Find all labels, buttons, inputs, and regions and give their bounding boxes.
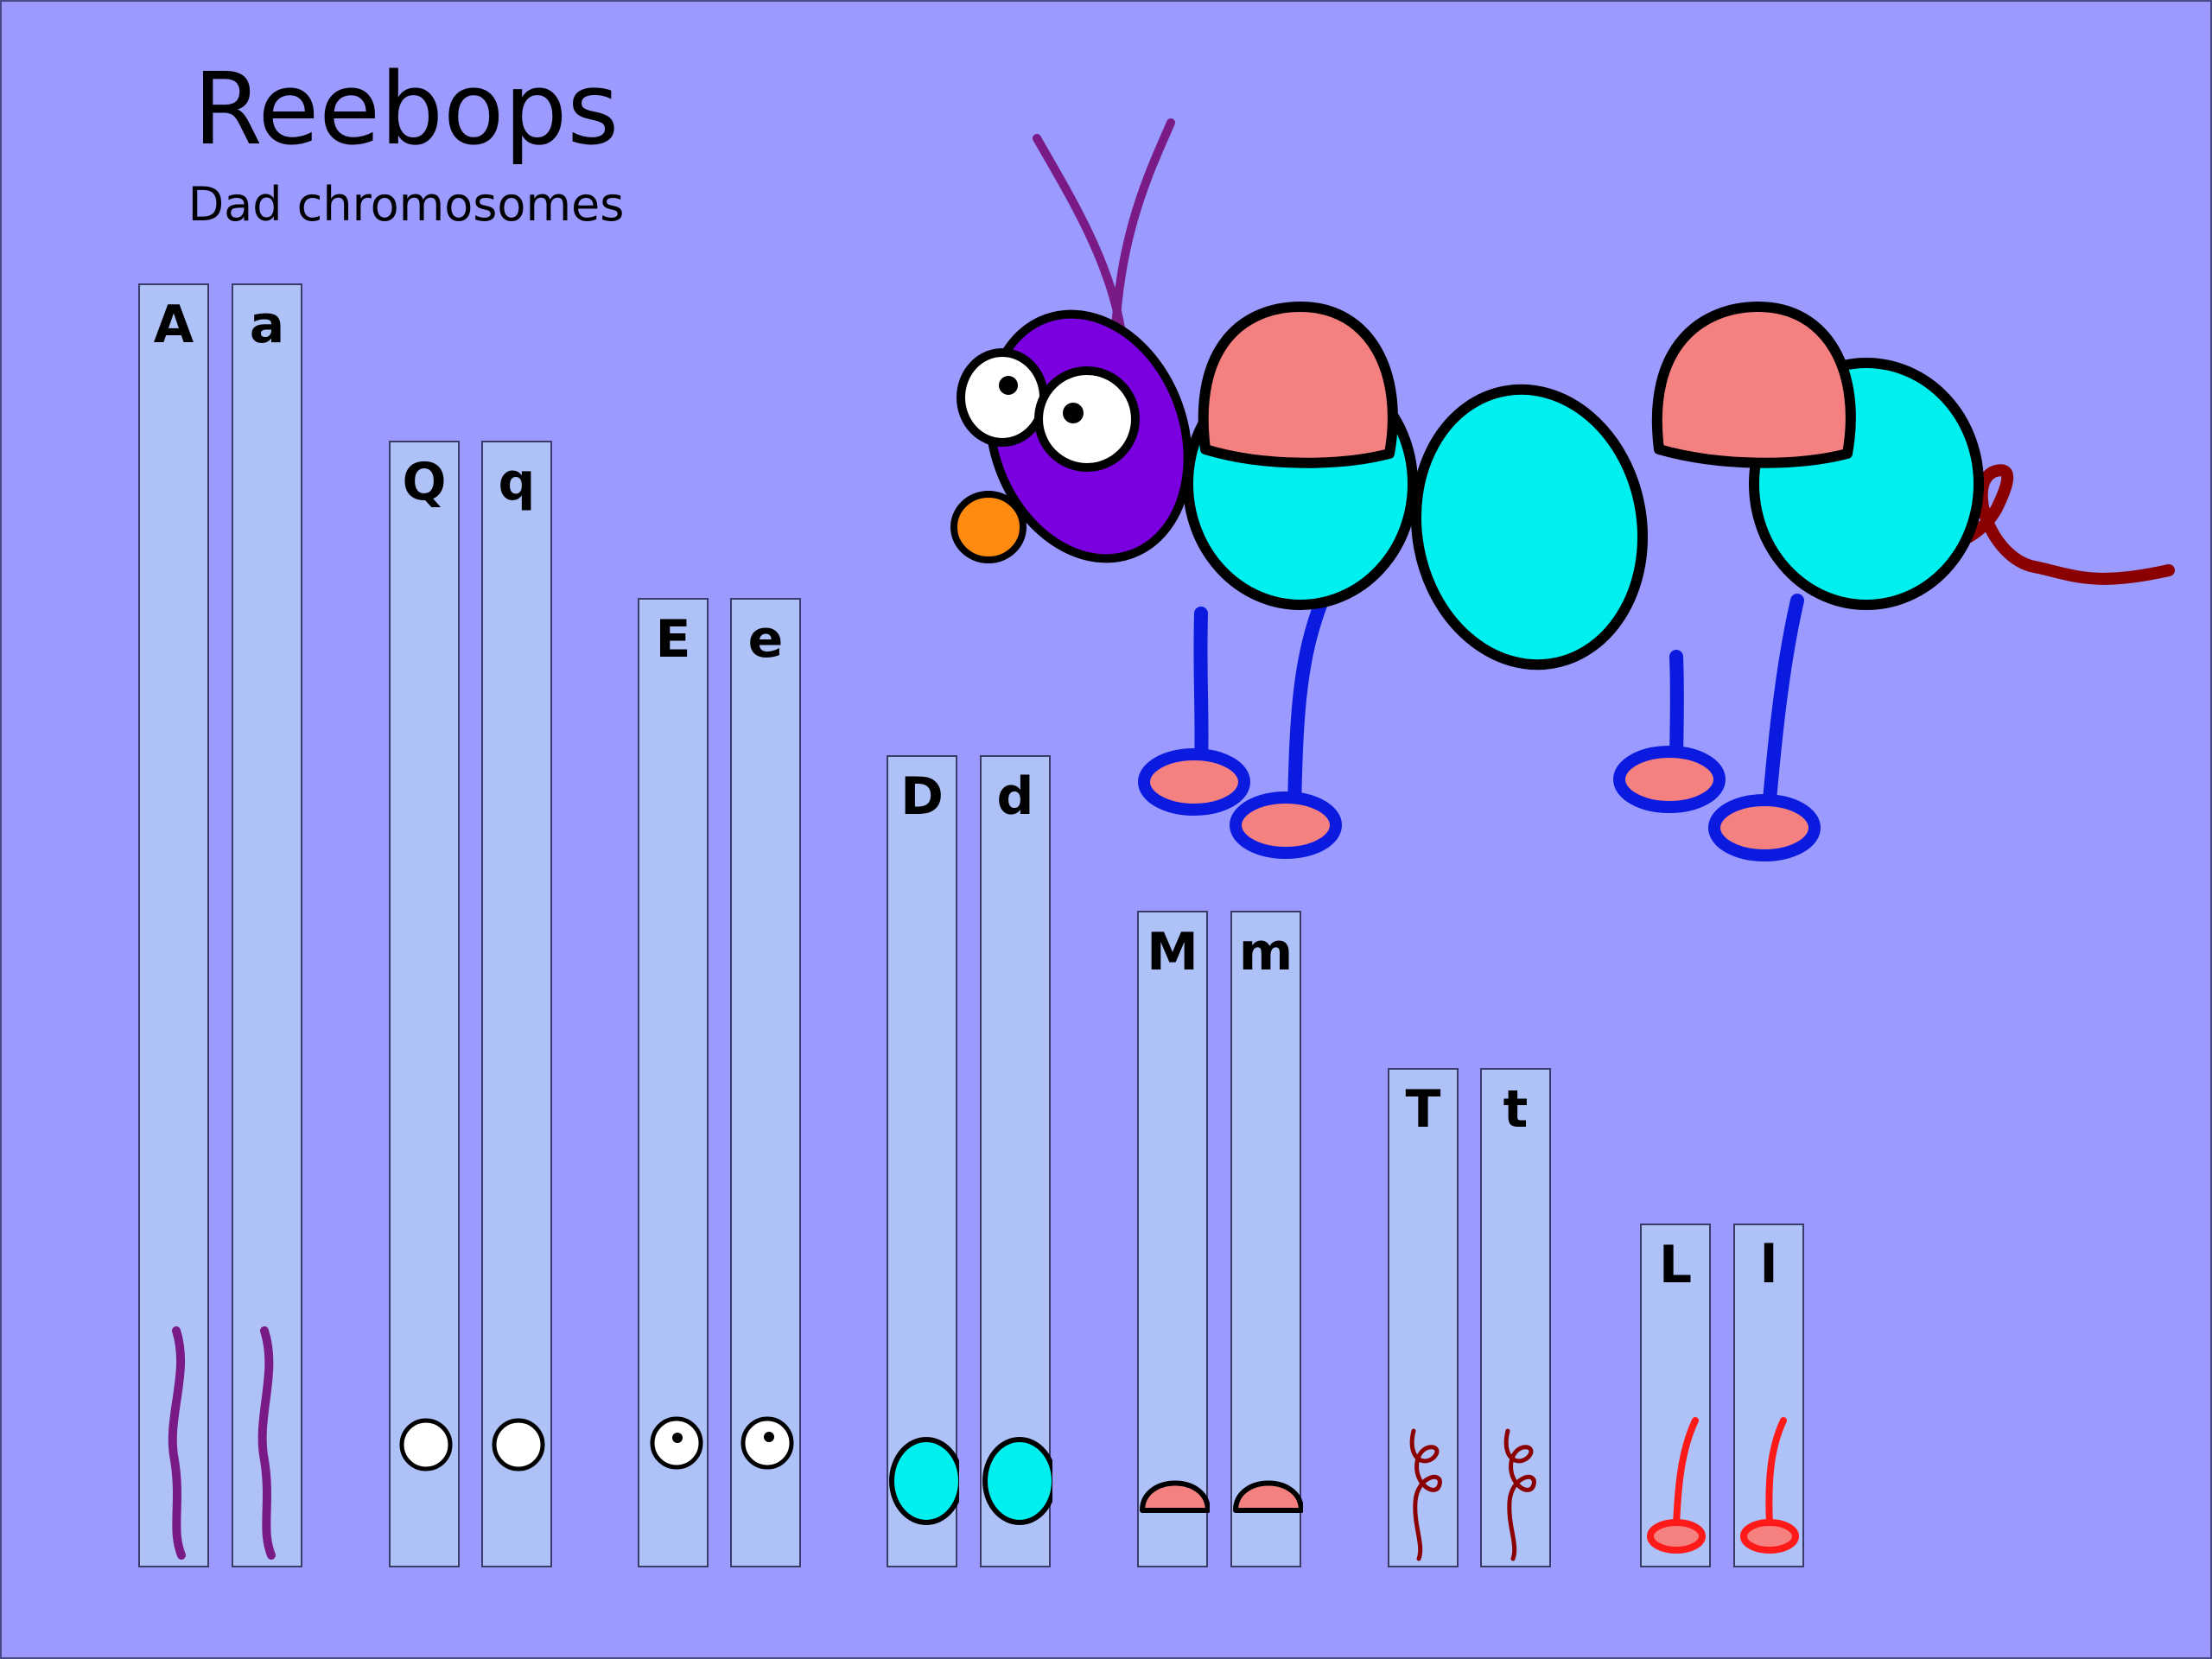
pupil-eye-gene-icon [650,1416,703,1470]
eye-gene-icon [492,1418,545,1471]
chromosome-A: A [138,283,209,1567]
allele-label: e [747,609,784,670]
body-segment-gene-icon [982,1437,1052,1525]
allele-label: T [1405,1079,1441,1140]
allele-label: E [655,609,691,670]
chromosome-m: m [1230,911,1303,1567]
leg-gene-icon [1740,1417,1799,1554]
antenna-icon [1110,118,1175,367]
allele-label: l [1759,1235,1778,1295]
legs-icon [1138,594,1821,861]
tail-gene-icon [1503,1428,1536,1561]
body-segment-gene-icon [889,1437,959,1525]
hump-gene-icon [1233,1480,1303,1513]
allele-label: m [1238,922,1294,982]
chromosome-T: T [1388,1068,1459,1567]
allele-label: d [996,766,1034,827]
leg-gene-icon [1647,1417,1706,1554]
allele-label: Q [402,452,447,512]
chromosome-D: D [887,755,959,1567]
antenna-gene-icon [168,1326,186,1560]
allele-label: t [1503,1079,1529,1140]
chromosome-d: d [980,755,1052,1567]
chromosome-a: a [232,283,302,1567]
allele-label: M [1147,922,1198,982]
chromosome-E: E [638,598,709,1567]
antenna-gene-icon [257,1326,276,1560]
chromosome-q: q [481,441,552,1567]
hump-gene-icon [1140,1480,1210,1513]
page-subtitle: Dad chromosomes [188,177,625,232]
nose-icon [950,491,1027,563]
allele-label: D [900,766,944,827]
pupil-eye-gene-icon [741,1416,794,1470]
allele-label: a [249,295,285,355]
body-segment-icon [1410,384,1649,671]
page-title: Reebops [193,52,620,168]
chromosome-t: t [1480,1068,1551,1567]
chromosome-L: L [1640,1224,1711,1567]
allele-label: A [153,295,194,355]
eye-gene-icon [399,1418,453,1471]
allele-label: L [1658,1235,1693,1295]
chromosome-M: M [1137,911,1210,1567]
reebop-creature-illustration [950,118,2175,861]
chromosome-e: e [730,598,801,1567]
hump-icon [1651,302,1856,468]
eyes-icon [957,348,1140,472]
allele-label: q [498,452,536,512]
hump-icon [1198,302,1398,468]
chromosome-Q: Q [389,441,460,1567]
tail-gene-icon [1409,1428,1442,1561]
chromosome-l: l [1733,1224,1804,1567]
